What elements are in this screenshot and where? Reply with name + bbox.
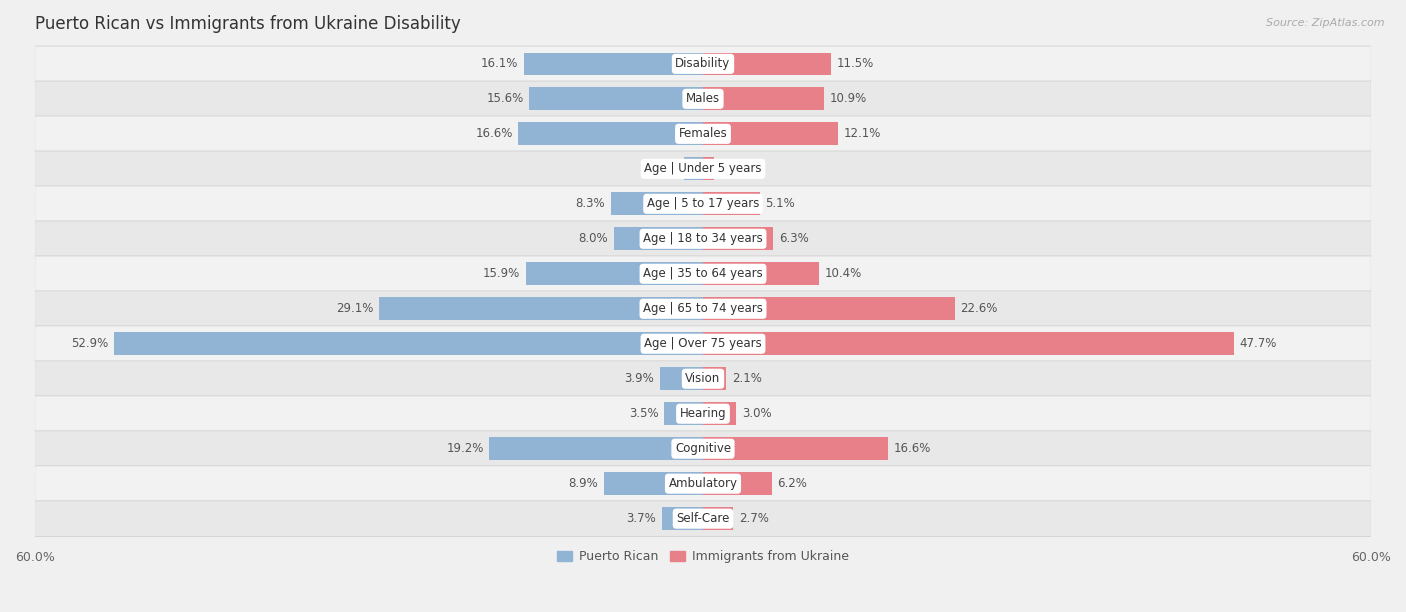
Bar [703, 157, 714, 180]
Text: 15.6%: 15.6% [486, 92, 524, 105]
Text: Males: Males [686, 92, 720, 105]
Bar [703, 438, 887, 460]
FancyBboxPatch shape [35, 221, 1371, 256]
Text: Cognitive: Cognitive [675, 442, 731, 455]
Text: Self-Care: Self-Care [676, 512, 730, 525]
Text: Source: ZipAtlas.com: Source: ZipAtlas.com [1267, 18, 1385, 28]
Bar [659, 367, 703, 390]
Text: Females: Females [679, 127, 727, 140]
Text: 6.2%: 6.2% [778, 477, 807, 490]
FancyBboxPatch shape [35, 396, 1371, 431]
Text: 47.7%: 47.7% [1240, 337, 1277, 350]
Text: 10.9%: 10.9% [830, 92, 868, 105]
Bar [489, 438, 703, 460]
Bar [519, 122, 703, 145]
Text: Age | 18 to 34 years: Age | 18 to 34 years [643, 233, 763, 245]
Bar [703, 53, 831, 75]
Text: Puerto Rican vs Immigrants from Ukraine Disability: Puerto Rican vs Immigrants from Ukraine … [35, 15, 461, 33]
FancyBboxPatch shape [35, 81, 1371, 117]
Legend: Puerto Rican, Immigrants from Ukraine: Puerto Rican, Immigrants from Ukraine [553, 545, 853, 568]
Text: 1.0%: 1.0% [720, 162, 749, 175]
Text: Age | Under 5 years: Age | Under 5 years [644, 162, 762, 175]
Bar [703, 472, 772, 495]
Text: Age | 35 to 64 years: Age | 35 to 64 years [643, 267, 763, 280]
Bar [703, 88, 824, 110]
Bar [703, 507, 733, 530]
Text: 8.9%: 8.9% [568, 477, 599, 490]
Bar [614, 228, 703, 250]
Text: 1.7%: 1.7% [648, 162, 679, 175]
Bar [703, 332, 1234, 355]
Text: 3.9%: 3.9% [624, 372, 654, 385]
Bar [703, 402, 737, 425]
Bar [610, 192, 703, 215]
Text: Hearing: Hearing [679, 407, 727, 420]
Text: 6.3%: 6.3% [779, 233, 808, 245]
FancyBboxPatch shape [35, 431, 1371, 466]
Text: 11.5%: 11.5% [837, 58, 875, 70]
Bar [703, 297, 955, 320]
Text: 16.6%: 16.6% [893, 442, 931, 455]
FancyBboxPatch shape [35, 466, 1371, 501]
Text: 29.1%: 29.1% [336, 302, 374, 315]
Text: 5.1%: 5.1% [765, 197, 796, 211]
Bar [703, 192, 759, 215]
Text: Disability: Disability [675, 58, 731, 70]
Bar [685, 157, 703, 180]
Bar [114, 332, 703, 355]
Text: 3.5%: 3.5% [628, 407, 658, 420]
Text: 2.1%: 2.1% [733, 372, 762, 385]
Text: 19.2%: 19.2% [446, 442, 484, 455]
Text: 10.4%: 10.4% [824, 267, 862, 280]
Text: 15.9%: 15.9% [484, 267, 520, 280]
FancyBboxPatch shape [35, 291, 1371, 327]
Bar [526, 263, 703, 285]
Text: 8.3%: 8.3% [575, 197, 605, 211]
Text: 16.1%: 16.1% [481, 58, 519, 70]
Bar [529, 88, 703, 110]
Bar [605, 472, 703, 495]
Bar [662, 507, 703, 530]
Bar [380, 297, 703, 320]
Bar [703, 122, 838, 145]
FancyBboxPatch shape [35, 326, 1371, 362]
Text: 8.0%: 8.0% [579, 233, 609, 245]
Text: Age | 5 to 17 years: Age | 5 to 17 years [647, 197, 759, 211]
Text: 22.6%: 22.6% [960, 302, 998, 315]
FancyBboxPatch shape [35, 186, 1371, 222]
Text: Ambulatory: Ambulatory [668, 477, 738, 490]
Text: 3.0%: 3.0% [742, 407, 772, 420]
Bar [703, 263, 818, 285]
Text: Age | Over 75 years: Age | Over 75 years [644, 337, 762, 350]
Text: 12.1%: 12.1% [844, 127, 880, 140]
Text: Vision: Vision [685, 372, 721, 385]
Bar [524, 53, 703, 75]
Bar [664, 402, 703, 425]
Bar [703, 228, 773, 250]
Text: 52.9%: 52.9% [72, 337, 108, 350]
FancyBboxPatch shape [35, 361, 1371, 397]
Text: 16.6%: 16.6% [475, 127, 513, 140]
FancyBboxPatch shape [35, 256, 1371, 292]
FancyBboxPatch shape [35, 501, 1371, 537]
FancyBboxPatch shape [35, 116, 1371, 152]
Text: Age | 65 to 74 years: Age | 65 to 74 years [643, 302, 763, 315]
FancyBboxPatch shape [35, 46, 1371, 82]
FancyBboxPatch shape [35, 151, 1371, 187]
Text: 2.7%: 2.7% [738, 512, 769, 525]
Bar [703, 367, 727, 390]
Text: 3.7%: 3.7% [627, 512, 657, 525]
